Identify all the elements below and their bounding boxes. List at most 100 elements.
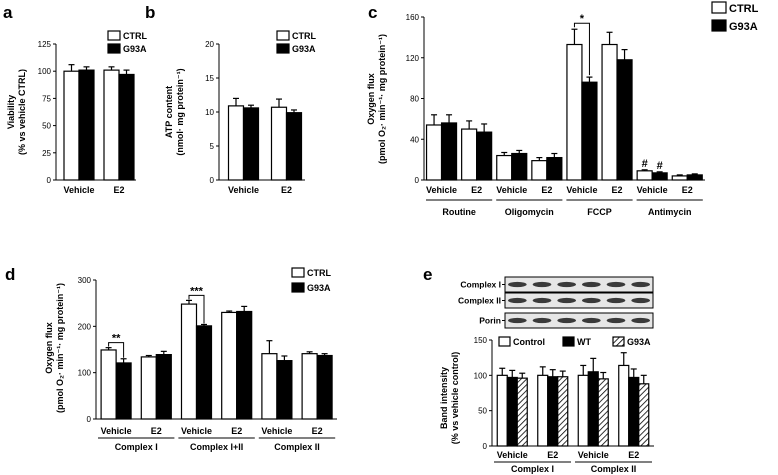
y-axis-label-a: Viability(% vs vehicle CTRL): [6, 69, 27, 155]
bar-e-g93a-0: [516, 377, 528, 447]
bar-d-g93a-5: [316, 354, 333, 420]
y-tick-label-c: 120: [406, 54, 420, 63]
bar-d-g93a-1: [155, 353, 172, 420]
bar-d-ctrl-1: [140, 356, 157, 420]
x-tick-label-d: Vehicle: [261, 426, 292, 436]
legend-swatch-d: [291, 282, 305, 293]
legend-label-b: CTRL: [292, 31, 316, 41]
y-axis-label-line: ATP content: [164, 86, 174, 138]
y-tick-label-c: 80: [410, 95, 419, 104]
group-label-c: Routine: [442, 207, 476, 217]
bar-b-g93a-1: [285, 112, 303, 181]
x-tick-label-d: E2: [151, 426, 162, 436]
x-tick-label-c: E2: [682, 185, 693, 195]
y-tick-label-b: 20: [205, 40, 214, 49]
x-tick-label-d: Vehicle: [181, 426, 212, 436]
bar-d-ctrl-5: [301, 353, 318, 420]
legend-label-e: WT: [577, 337, 591, 347]
legend-label-d: G93A: [307, 283, 331, 293]
legend-swatch-c: [711, 19, 727, 32]
bar-d-ctrl-2: [180, 303, 198, 420]
blot-band: [507, 317, 527, 324]
group-label-c: Antimycin: [648, 207, 692, 217]
y-tick-label-c: 0: [415, 176, 420, 185]
legend-swatch-b: [276, 30, 290, 41]
group-label-d: Complex I+II: [190, 442, 243, 452]
bar-c-ctrl-2: [496, 154, 513, 181]
y-axis-label-d: Oxygen flux(pmol O₂· min⁻¹· mg protein⁻¹…: [44, 283, 65, 413]
bar-a-g93a-0: [78, 69, 95, 181]
blot-row-frame: [504, 276, 654, 293]
blot-band: [606, 297, 626, 304]
bar-e-control-3: [618, 364, 630, 447]
panel-label-a: a: [3, 3, 13, 22]
y-tick-label-a: 125: [38, 40, 52, 49]
bar-c-g93a-1: [476, 131, 493, 181]
x-tick-label-c: Vehicle: [426, 185, 457, 195]
bar-a-ctrl-1: [103, 69, 120, 181]
blot-band: [582, 281, 601, 288]
bar-c-g93a-5: [616, 59, 633, 181]
y-tick-label-a: 75: [42, 94, 51, 103]
y-axis-label-line: (pmol O₂· min⁻¹· mg protein⁻¹): [55, 283, 65, 413]
legend-swatch-b: [276, 43, 290, 54]
y-tick-label-e: 50: [478, 407, 487, 416]
bar-d-g93a-4: [276, 360, 293, 420]
y-axis-label-line: Oxygen flux: [44, 322, 54, 374]
x-tick-label-c: Vehicle: [566, 185, 597, 195]
x-tick-label-c: E2: [612, 185, 623, 195]
legend-label-d: CTRL: [307, 268, 331, 278]
blot-band: [532, 297, 552, 304]
y-axis-label-b: ATP content(nmol· mg protein⁻¹): [164, 68, 185, 155]
group-label-d: Complex II: [274, 442, 320, 452]
legend-label-b: G93A: [292, 44, 316, 54]
bar-b-ctrl-0: [227, 105, 245, 181]
panel-label-b: b: [145, 3, 155, 22]
blot-band: [606, 281, 626, 288]
significance-mark-c: #: [657, 160, 663, 172]
blot-row-frame: [504, 292, 654, 309]
legend-swatch-a: [107, 43, 121, 54]
legend-label-e: Control: [513, 337, 545, 347]
blot-band: [631, 281, 651, 288]
legend-swatch-e: [562, 336, 575, 347]
bar-e-control-0: [496, 374, 508, 447]
x-tick-label-d: Vehicle: [101, 426, 132, 436]
significance-mark-c: #: [642, 158, 648, 170]
bar-e-control-2: [577, 374, 589, 447]
chart-d-oxygen-flux: 0 100 200 300 Oxygen flux(pmol O₂· min⁻¹· mg…: [44, 267, 337, 452]
bar-d-ctrl-0: [100, 349, 117, 420]
significance-mark-d: **: [112, 333, 121, 345]
bar-c-ctrl-5: [601, 43, 618, 181]
y-axis-label-line: (pmol O₂· min⁻¹· mg protein⁻¹): [377, 34, 387, 164]
bar-c-ctrl-6: [636, 170, 653, 181]
x-tick-label-e: Vehicle: [497, 450, 528, 460]
y-tick-label-d: 200: [78, 322, 92, 331]
y-tick-label-a: 100: [38, 67, 52, 76]
x-tick-label-c: Vehicle: [637, 185, 668, 195]
y-axis-label-line: Oxygen flux: [366, 73, 376, 125]
panel-label-c: c: [368, 3, 377, 22]
y-axis-label-line: Viability: [6, 95, 16, 129]
y-axis-label-line: (nmol· mg protein⁻¹): [175, 68, 185, 155]
panel-label-d: d: [5, 265, 15, 284]
legend-label-e: G93A: [627, 337, 651, 347]
blot-row-label: Porin: [479, 316, 501, 326]
blot-band: [582, 297, 601, 304]
significance-mark-d: ***: [190, 285, 204, 297]
blot-row-label: Complex II: [458, 296, 501, 306]
y-tick-label-b: 15: [205, 74, 214, 83]
bar-c-g93a-6: [651, 172, 668, 181]
group-label-c: FCCP: [587, 207, 612, 217]
x-tick-label-e: Vehicle: [578, 450, 609, 460]
group-label-e: Complex II: [591, 464, 637, 474]
x-tick-label-d: E2: [231, 426, 242, 436]
panel-label-e: e: [423, 265, 432, 284]
bar-e-wt-1: [547, 376, 559, 447]
legend-swatch-e: [498, 336, 511, 347]
x-tick-label-c: Vehicle: [496, 185, 527, 195]
x-tick-label-d: E2: [312, 426, 323, 436]
blot-band: [631, 317, 651, 324]
bar-e-g93a-1: [557, 376, 569, 447]
legend-label-a: G93A: [123, 44, 147, 54]
